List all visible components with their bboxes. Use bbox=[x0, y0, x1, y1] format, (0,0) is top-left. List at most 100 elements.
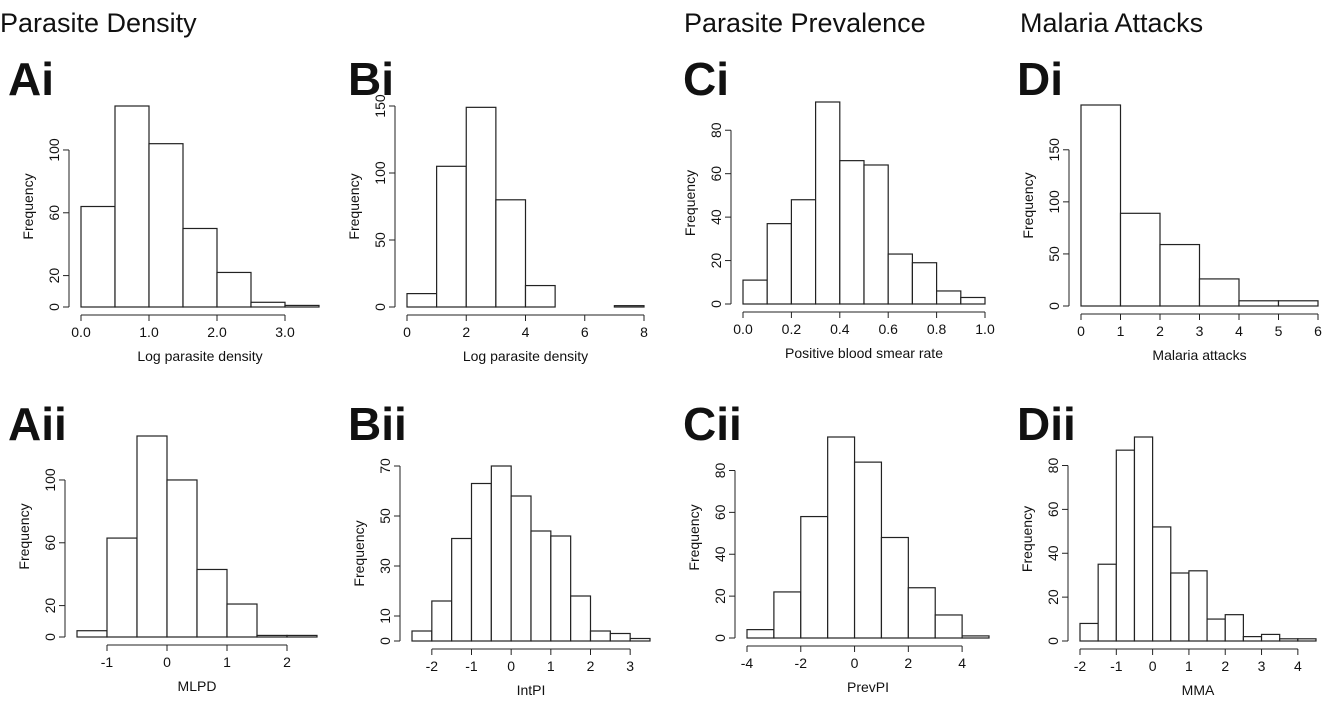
panel-label: Bi bbox=[348, 53, 394, 105]
bar bbox=[106, 537, 138, 638]
bar bbox=[961, 635, 990, 639]
bar bbox=[436, 165, 467, 308]
bar bbox=[256, 634, 288, 638]
y-tick-label: 10 bbox=[377, 608, 393, 624]
y-tick-label: 0 bbox=[372, 303, 388, 311]
x-tick-label: -1 bbox=[1110, 658, 1123, 674]
x-tick-label: 1.0 bbox=[139, 324, 159, 340]
bar bbox=[880, 536, 909, 639]
x-tick-label: 1 bbox=[547, 658, 555, 674]
bar bbox=[839, 160, 865, 305]
bar bbox=[1242, 636, 1263, 642]
x-axis-title: MLPD bbox=[178, 678, 217, 694]
x-tick-label: 0 bbox=[403, 324, 411, 340]
x-axis-title: Malaria attacks bbox=[1152, 347, 1246, 363]
x-axis-title: PrevPI bbox=[847, 679, 889, 695]
y-tick-label: 40 bbox=[1045, 545, 1061, 561]
bar bbox=[226, 603, 258, 638]
bar bbox=[286, 634, 318, 638]
bar bbox=[490, 465, 512, 642]
panel-label: Dii bbox=[1017, 398, 1076, 450]
bar bbox=[570, 595, 592, 642]
y-tick-label: 50 bbox=[372, 232, 388, 248]
x-tick-label: 0.8 bbox=[927, 321, 947, 337]
x-axis-title: IntPI bbox=[517, 682, 546, 698]
y-tick-label: 50 bbox=[377, 508, 393, 524]
y-tick-label: 80 bbox=[1045, 458, 1061, 474]
x-tick-label: 4 bbox=[1294, 658, 1302, 674]
bar bbox=[196, 568, 228, 638]
bar bbox=[609, 632, 631, 642]
x-tick-label: 4 bbox=[958, 655, 966, 671]
x-tick-label: 1.0 bbox=[975, 321, 995, 337]
y-axis-title: Frequency bbox=[1019, 506, 1035, 572]
bar bbox=[451, 537, 473, 642]
x-tick-label: 0.2 bbox=[782, 321, 802, 337]
bar bbox=[470, 482, 492, 642]
bar bbox=[1159, 243, 1201, 307]
x-axis-title: Log parasite density bbox=[137, 348, 262, 364]
x-tick-label: -4 bbox=[741, 655, 754, 671]
y-tick-label: 0 bbox=[708, 300, 724, 308]
x-tick-label: -2 bbox=[426, 658, 439, 674]
y-tick-label: 60 bbox=[42, 535, 58, 551]
y-tick-label: 80 bbox=[712, 463, 728, 479]
bar bbox=[284, 304, 320, 308]
bar bbox=[216, 271, 252, 308]
bar bbox=[800, 515, 829, 639]
x-tick-label: 0.0 bbox=[71, 324, 91, 340]
x-tick-label: 3 bbox=[1196, 323, 1204, 339]
bar bbox=[250, 301, 286, 308]
y-tick-label: 20 bbox=[1045, 589, 1061, 605]
bar bbox=[911, 262, 938, 305]
y-tick-label: 60 bbox=[1045, 501, 1061, 517]
bar bbox=[629, 637, 651, 642]
x-tick-label: 0 bbox=[851, 655, 859, 671]
y-axis-title: Frequency bbox=[686, 504, 702, 570]
x-tick-label: 6 bbox=[581, 324, 589, 340]
x-tick-label: 2 bbox=[904, 655, 912, 671]
column-heading: Parasite Density bbox=[0, 8, 197, 38]
x-tick-label: 2 bbox=[587, 658, 595, 674]
bar bbox=[166, 479, 198, 638]
bar bbox=[1238, 300, 1280, 307]
bar bbox=[1277, 300, 1319, 307]
y-axis-title: Frequency bbox=[351, 520, 367, 586]
panel-label: Di bbox=[1017, 53, 1063, 105]
y-tick-label: 30 bbox=[377, 558, 393, 574]
x-tick-label: -1 bbox=[465, 658, 478, 674]
panel-label: Bii bbox=[348, 398, 407, 450]
y-tick-label: 60 bbox=[46, 205, 62, 221]
bar bbox=[746, 629, 775, 639]
bar bbox=[510, 495, 532, 642]
bar bbox=[773, 591, 802, 639]
bar bbox=[530, 530, 552, 642]
bar bbox=[1297, 638, 1317, 642]
y-axis-title: Frequency bbox=[346, 173, 362, 239]
y-axis-title: Frequency bbox=[16, 503, 32, 569]
bar bbox=[1279, 638, 1299, 642]
y-tick-label: 70 bbox=[377, 458, 393, 474]
bar bbox=[742, 279, 768, 305]
x-tick-label: 4 bbox=[522, 324, 530, 340]
x-tick-label: 2 bbox=[1221, 658, 1229, 674]
x-tick-label: 8 bbox=[640, 324, 648, 340]
x-tick-label: 0.6 bbox=[878, 321, 898, 337]
bar bbox=[524, 284, 556, 308]
x-tick-label: 0.0 bbox=[733, 321, 753, 337]
x-axis-title: MMA bbox=[1182, 682, 1215, 698]
x-tick-label: 5 bbox=[1275, 323, 1283, 339]
x-tick-label: 3 bbox=[626, 658, 634, 674]
panel-label: Ci bbox=[683, 53, 729, 105]
x-tick-label: 0 bbox=[507, 658, 515, 674]
x-tick-label: 2 bbox=[283, 654, 291, 670]
bar bbox=[613, 305, 645, 308]
y-tick-label: 100 bbox=[42, 468, 58, 492]
bar bbox=[863, 164, 889, 305]
x-tick-label: 4 bbox=[1235, 323, 1243, 339]
bar bbox=[182, 227, 218, 308]
y-tick-label: 80 bbox=[708, 122, 724, 138]
bar bbox=[148, 143, 184, 308]
bar bbox=[1097, 563, 1117, 642]
y-tick-label: 60 bbox=[712, 504, 728, 520]
